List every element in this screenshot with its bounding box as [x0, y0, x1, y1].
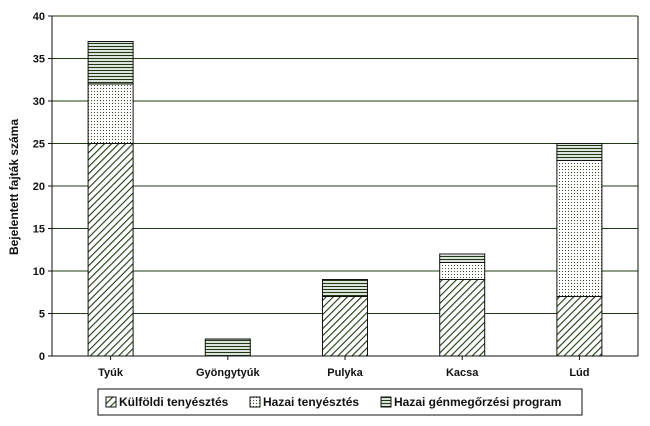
y-tick-label: 30 — [33, 96, 45, 108]
legend-label: Hazai tenyésztés — [263, 395, 359, 409]
bar-segment — [556, 160, 603, 297]
bar-segment — [439, 253, 486, 263]
x-category-label: Pulyka — [327, 367, 363, 379]
y-tick-label: 35 — [33, 54, 45, 66]
y-tick-label: 0 — [39, 351, 45, 363]
x-category-label: Lúd — [569, 367, 589, 379]
bar-segment — [322, 279, 368, 297]
legend-label: Hazai génmegőrzési program — [394, 395, 561, 409]
y-tick-label: 40 — [33, 11, 45, 23]
gridlines — [52, 15, 638, 314]
legend: Külföldi tenyésztés Hazai tenyésztés Hazai… — [97, 388, 583, 416]
x-category-label: Kacsa — [446, 367, 479, 379]
bar-segment — [439, 279, 486, 357]
bar-segment — [556, 143, 603, 161]
bar-segment — [204, 338, 251, 357]
bars — [87, 41, 603, 357]
legend-swatch — [105, 396, 117, 408]
bar-segment — [87, 41, 134, 85]
x-category-label: Tyúk — [98, 367, 124, 379]
y-tick-label: 15 — [33, 224, 45, 236]
y-tick-label: 5 — [39, 309, 45, 321]
legend-frame — [97, 388, 583, 416]
bar-segment — [87, 143, 134, 357]
y-axis-title: Bejelentett fajták száma — [7, 119, 21, 255]
bar-segment — [87, 83, 134, 144]
legend-swatch — [249, 396, 261, 408]
bar-segment — [556, 296, 603, 357]
bar-segment — [439, 262, 486, 280]
axes — [48, 15, 639, 360]
y-tick-label: 25 — [33, 139, 45, 151]
bar-segment — [322, 296, 368, 357]
y-tick-labels: 0 5 10 15 20 25 30 35 40 — [33, 11, 45, 363]
x-category-labels: Tyúk Gyöngytyúk Pulyka Kacsa Lúd — [98, 367, 589, 379]
x-category-label: Gyöngytyúk — [196, 367, 260, 379]
legend-swatch — [380, 396, 392, 408]
y-tick-label: 10 — [33, 266, 45, 278]
legend-label: Külföldi tenyésztés — [119, 395, 229, 409]
y-tick-label: 20 — [33, 181, 45, 193]
